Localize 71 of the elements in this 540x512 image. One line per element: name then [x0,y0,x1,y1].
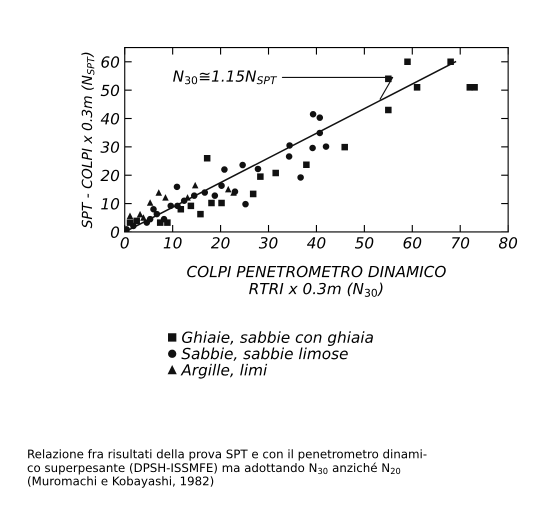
point [150,206,157,213]
point [204,154,210,162]
point [188,202,194,210]
legend-label: Argille, limi [180,364,268,379]
point [174,202,181,210]
point [126,212,134,220]
x-axis-title: COLPI PENETROMETRO DINAMICO RTRI x 0.3m (N$_{30}$) [187,266,446,297]
x-tick-label: 70 [452,237,470,249]
point [167,202,174,210]
point [221,166,228,173]
point [242,200,249,208]
y-tick-label: 50 [100,84,120,96]
point [208,200,215,206]
legend-label: Ghiaie, sabbie con ghiaia [182,331,373,346]
point [272,170,279,176]
point [174,184,180,190]
point [303,161,310,168]
point [254,166,262,172]
point [146,199,154,206]
point [130,222,137,230]
point [404,58,411,66]
x-tick-label: 60 [404,237,422,249]
y-tick-label: 40 [100,112,120,125]
point [154,210,160,218]
y-tick-label: 20 [100,170,120,182]
point [162,194,169,201]
point [414,84,420,91]
point [140,214,147,221]
annotation: N$_{30}$≅1.15N$_{SPT}$ [173,70,278,84]
text: Relazione fra risultati della prova SPT e con il penetrometro dinami- co superpesante (DPSH-ISSMFE) ma adottando N$_{30}$ anziché N$_{20}$ (Muromachi e Kobayashi, 1982) [28,449,426,488]
point [133,218,140,224]
point [156,189,162,196]
point [218,200,225,206]
point [192,182,198,188]
point [146,216,154,222]
legend-label: Sabbie, sabbie limose [181,348,348,361]
point [322,143,330,150]
point [225,186,232,192]
point [218,182,225,189]
y-tick-label: 60 [101,56,120,68]
x-tick-label: 30 [258,237,278,249]
point [297,174,304,181]
point [197,210,204,218]
point [257,173,264,180]
point [250,190,256,198]
x-tick-label: 20 [210,237,230,249]
point [136,210,144,218]
point [471,84,478,91]
point [190,192,198,199]
point [286,142,293,149]
point [447,58,454,66]
point [202,189,208,196]
point [316,114,324,121]
x-tick-label: 40 [306,237,326,249]
point [212,192,218,199]
point [309,144,316,152]
point [286,153,292,160]
point [316,130,324,136]
point [239,162,246,168]
point [160,216,168,222]
x-tick-label: 0 [120,237,129,249]
x-tick-label: 80 [498,237,518,249]
point [341,144,348,150]
x-tick-label: 50 [354,237,374,249]
y-tick-label: 0 [110,226,120,238]
y-tick-label: 10 [101,198,120,210]
x-tick-label: 10 [164,237,182,249]
point [310,110,316,118]
y-axis-title: SPT - COLPI x 0.3m (N$_{SPT}$) [81,52,94,228]
point [385,106,392,114]
y-tick-label: 30 [100,141,120,153]
